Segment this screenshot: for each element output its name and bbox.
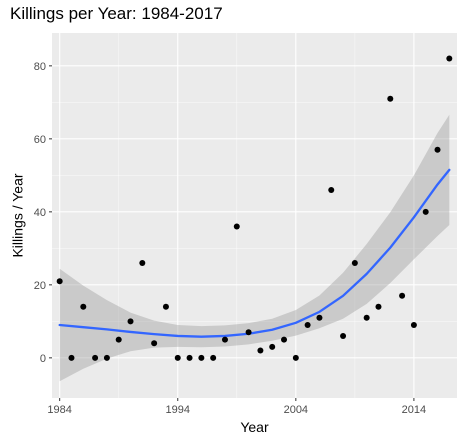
- y-tick-label: 20: [34, 280, 46, 292]
- y-tick-label: 80: [34, 61, 46, 73]
- y-axis: 0 20 40 60 80: [34, 61, 52, 365]
- data-point: [186, 354, 193, 361]
- data-point: [56, 278, 63, 285]
- data-point: [375, 303, 382, 310]
- data-point: [139, 259, 146, 266]
- data-point: [410, 322, 417, 328]
- data-points: [56, 55, 453, 361]
- data-point: [162, 303, 169, 310]
- trend-line: [58, 168, 451, 338]
- data-point: [269, 343, 276, 350]
- data-point: [115, 336, 122, 343]
- data-point: [221, 336, 228, 343]
- data-point: [316, 314, 323, 321]
- data-point: [233, 223, 240, 230]
- x-tick-label: 2004: [284, 404, 308, 416]
- y-tick-label: 60: [34, 134, 46, 146]
- data-point: [446, 55, 453, 62]
- y-axis-title: Killings / Year: [10, 173, 26, 257]
- data-point: [151, 340, 158, 347]
- data-point: [210, 354, 217, 361]
- data-point: [387, 95, 394, 102]
- data-point: [68, 354, 75, 361]
- data-point: [103, 354, 110, 361]
- data-point: [292, 354, 299, 361]
- data-point: [281, 336, 288, 343]
- x-axis: 1984 1994 2004 2014: [47, 398, 426, 416]
- data-point: [363, 314, 370, 321]
- data-point: [80, 303, 87, 310]
- data-point: [328, 186, 335, 193]
- data-point: [351, 259, 358, 266]
- data-point: [198, 354, 205, 361]
- confidence-band: [59, 114, 450, 382]
- data-point: [422, 208, 429, 215]
- x-tick-label: 1994: [166, 404, 190, 416]
- data-point: [340, 332, 347, 339]
- data-point: [304, 322, 311, 328]
- y-tick-label: 0: [40, 353, 46, 365]
- y-tick-label: 40: [34, 207, 46, 219]
- data-point: [399, 292, 406, 299]
- data-point: [245, 329, 252, 336]
- x-tick-label: 1984: [47, 404, 71, 416]
- chart-title: Killings per Year: 1984-2017: [10, 4, 223, 23]
- data-point: [434, 146, 441, 153]
- data-point: [92, 354, 99, 361]
- data-point: [127, 318, 134, 325]
- data-point: [257, 347, 264, 354]
- x-tick-label: 2014: [402, 404, 426, 416]
- data-point: [174, 354, 181, 361]
- x-axis-title: Year: [240, 419, 269, 435]
